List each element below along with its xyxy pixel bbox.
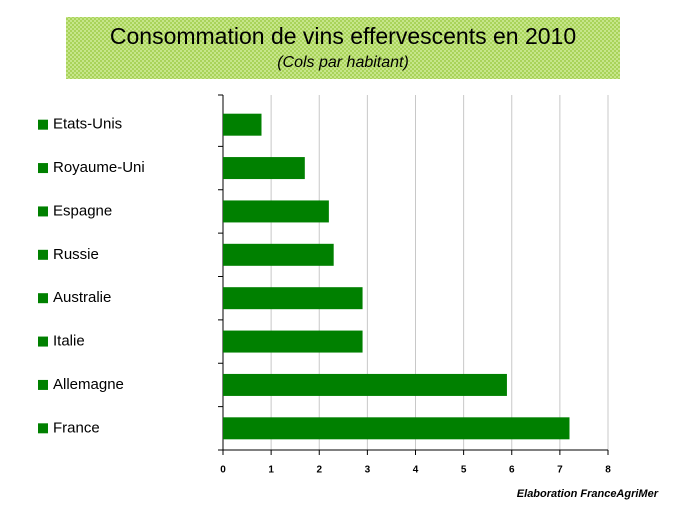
y-tick-label: Royaume-Uni: [53, 159, 145, 176]
label-marker: [38, 379, 48, 390]
source-note: Elaboration FranceAgriMer: [517, 488, 659, 500]
bar: [223, 287, 363, 310]
chart-subtitle: (Cols par habitant): [277, 54, 409, 71]
y-tick-label: Etats-Unis: [53, 116, 122, 133]
x-tick-label: 5: [461, 465, 467, 476]
label-marker: [38, 119, 48, 130]
title-banner: [66, 17, 620, 79]
x-tick-label: 2: [316, 465, 322, 476]
y-tick-label: Russie: [53, 246, 99, 263]
bar: [223, 113, 262, 136]
chart-title: Consommation de vins effervescents en 20…: [110, 23, 576, 49]
bar: [223, 330, 363, 353]
x-tick-label: 7: [557, 465, 563, 476]
x-tick-label: 0: [220, 465, 226, 476]
label-marker: [38, 423, 48, 434]
x-tick-label: 4: [413, 465, 419, 476]
x-tick-label: 1: [268, 465, 274, 476]
bar: [223, 157, 305, 180]
y-tick-label: Allemagne: [53, 376, 124, 393]
label-marker: [38, 336, 48, 347]
bar: [223, 373, 507, 396]
label-marker: [38, 249, 48, 260]
x-tick-label: 8: [605, 465, 611, 476]
y-tick-label: Italie: [53, 333, 85, 350]
y-tick-label: Australie: [53, 289, 111, 306]
label-marker: [38, 206, 48, 217]
bar: [223, 243, 334, 266]
label-marker: [38, 293, 48, 304]
y-tick-label: Espagne: [53, 202, 112, 219]
x-tick-label: 3: [365, 465, 371, 476]
label-marker: [38, 163, 48, 174]
x-tick-label: 6: [509, 465, 515, 476]
bar: [223, 200, 329, 223]
y-tick-label: France: [53, 419, 100, 436]
bar: [223, 417, 570, 440]
